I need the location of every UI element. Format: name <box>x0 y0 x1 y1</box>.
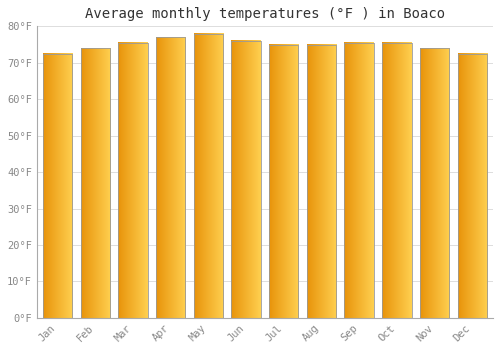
Title: Average monthly temperatures (°F ) in Boaco: Average monthly temperatures (°F ) in Bo… <box>85 7 445 21</box>
